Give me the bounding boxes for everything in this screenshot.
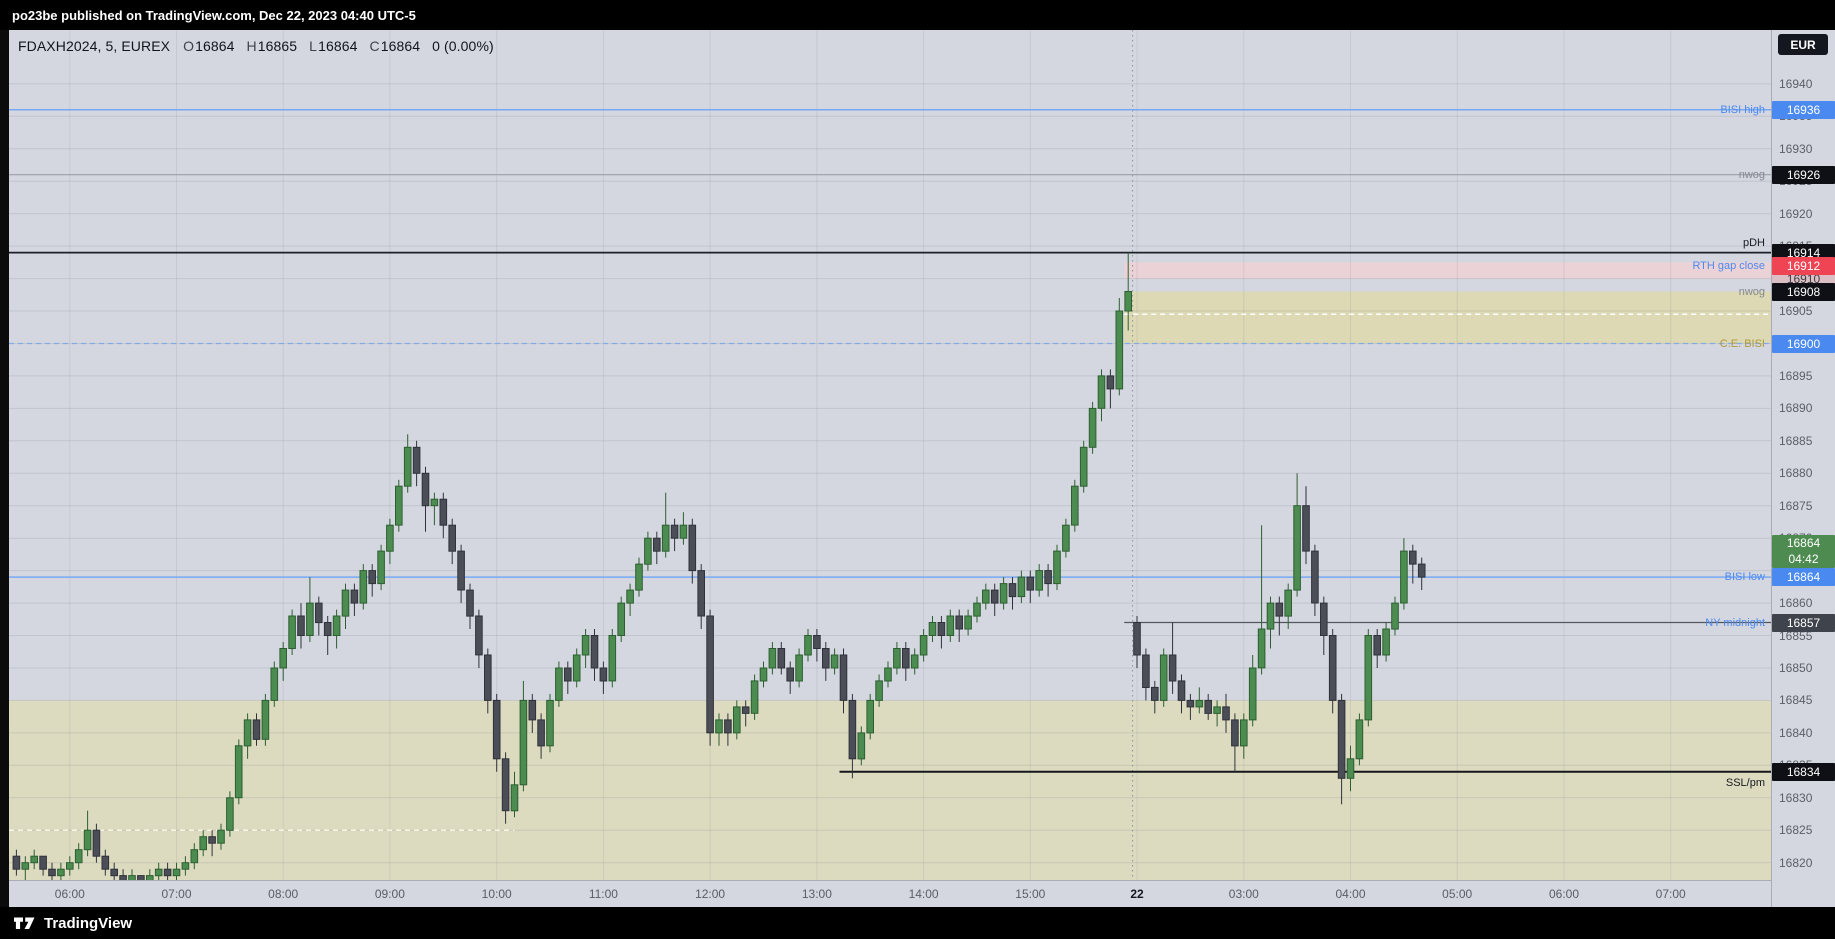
branding-bar: TradingView: [0, 907, 1835, 939]
tradingview-logo-text[interactable]: TradingView: [44, 914, 133, 932]
time-tick-label: 11:00: [588, 887, 618, 901]
price-tick-label: 16890: [1779, 401, 1813, 416]
close-value: 16864: [380, 38, 421, 54]
low-value: 16864: [318, 38, 358, 54]
time-axis[interactable]: 06:00 07:00 08:00 09:00 10:00 11:00 12:00 13:00…: [9, 880, 1771, 907]
candlestick-chart: [9, 30, 1771, 880]
time-tick-label: 09:00: [374, 887, 405, 901]
price-badge-16912: 16912: [1772, 256, 1835, 275]
bar-countdown-timer: 04:42: [1788, 552, 1819, 567]
price-tick-label: 16895: [1779, 368, 1813, 383]
high-label: H: [246, 38, 257, 54]
high-value: 16865: [257, 38, 298, 54]
time-tick-label: 06:00: [54, 887, 85, 901]
time-tick-label: 13:00: [801, 887, 832, 901]
currency-button[interactable]: EUR: [1778, 34, 1828, 55]
publish-text: po23be published on TradingView.com, Dec…: [12, 7, 416, 23]
level-label-bisi-high: BISI high: [1720, 103, 1765, 116]
time-tick-label: 07:00: [1655, 887, 1686, 901]
time-tick-label-date: 22: [1130, 887, 1144, 901]
price-tick-label: 16850: [1779, 661, 1813, 675]
price-badge-16926: 16926: [1772, 165, 1835, 184]
price-tick-label: 16830: [1779, 790, 1813, 805]
price-tick-label: 16885: [1779, 433, 1813, 448]
price-tick-label: 16825: [1779, 823, 1813, 838]
close-label: C: [369, 38, 380, 54]
price-badge-16864: 16864: [1772, 568, 1835, 587]
time-tick-label: 14:00: [908, 887, 939, 901]
level-label-bisi-low: BISI low: [1724, 571, 1765, 584]
low-label: L: [309, 38, 318, 54]
current-price-countdown-badge: 16864 04:42: [1772, 535, 1835, 569]
time-tick-label: 10:00: [481, 887, 512, 901]
price-axis[interactable]: EUR 168201682516830168351684016845168501…: [1771, 30, 1835, 907]
price-badge-16936: 16936: [1772, 100, 1835, 119]
publish-bar: po23be published on TradingView.com, Dec…: [0, 0, 1835, 30]
time-tick-label: 08:00: [268, 887, 299, 901]
price-tick-label: 16840: [1779, 725, 1813, 740]
current-price-value: 16864: [1786, 536, 1821, 551]
price-tick-label: 16855: [1779, 628, 1813, 643]
open-value: 16864: [195, 38, 235, 54]
time-tick-label: 04:00: [1335, 887, 1366, 901]
time-tick-label: 06:00: [1548, 887, 1580, 901]
price-tick-label: 16860: [1779, 596, 1813, 611]
time-tick-label: 05:00: [1442, 887, 1473, 901]
price-badge-16908: 16908: [1772, 282, 1835, 301]
gridlines: [9, 30, 1771, 880]
chart-frame: FDAXH2024, 5, EUREX O16864 H16865 L16864…: [9, 30, 1835, 907]
tradingview-logo-icon[interactable]: [13, 915, 36, 931]
price-tick-label: 16940: [1779, 76, 1813, 91]
level-label-ny-midnight: NY midnight: [1705, 616, 1765, 629]
price-badge-16857: 16857: [1772, 613, 1835, 632]
level-lines: [9, 109, 1771, 831]
level-label-c-e-bisi: C.E. BISI: [1719, 337, 1765, 350]
level-label-ssl-pm: SSL/pm: [1725, 776, 1765, 789]
candles: [12, 252, 1426, 880]
price-tick-label: 16905: [1779, 304, 1813, 318]
price-tick-label: 16820: [1779, 855, 1813, 870]
price-tick-label: 16880: [1779, 466, 1813, 481]
time-tick-label: 07:00: [161, 887, 192, 901]
chart-plot-area[interactable]: FDAXH2024, 5, EUREX O16864 H16865 L16864…: [9, 30, 1771, 880]
level-label-rth-gap-close: RTH gap close: [1692, 259, 1765, 272]
time-tick-label: 03:00: [1228, 887, 1259, 901]
change-value: 0 (0.00%): [432, 38, 494, 54]
open-label: O: [183, 38, 195, 54]
symbol-header: FDAXH2024, 5, EUREX O16864 H16865 L16864…: [18, 38, 502, 54]
level-label-nwog: nwog: [1738, 285, 1765, 298]
level-label-pdh: pDH: [1742, 236, 1765, 249]
price-tick-label: 16930: [1779, 141, 1813, 156]
zones: [9, 262, 1771, 880]
price-badge-16900: 16900: [1772, 334, 1835, 353]
price-badge-16834: 16834: [1772, 762, 1835, 781]
time-tick-label: 12:00: [695, 887, 726, 901]
time-tick-label: 15:00: [1015, 887, 1046, 901]
symbol-title: FDAXH2024, 5, EUREX: [18, 38, 171, 54]
level-label-nwog: nwog: [1738, 168, 1765, 181]
price-tick-label: 16920: [1779, 206, 1813, 221]
price-tick-label: 16845: [1779, 693, 1813, 708]
price-tick-label: 16875: [1779, 498, 1813, 513]
